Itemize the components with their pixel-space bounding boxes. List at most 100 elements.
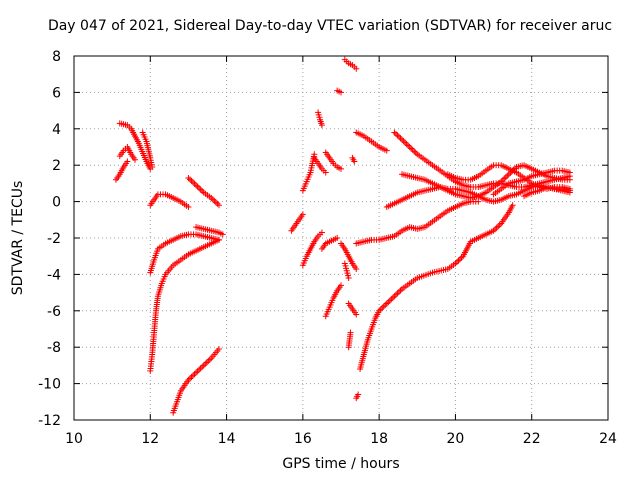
y-tick-label: -8 xyxy=(47,340,61,356)
data-point xyxy=(215,346,222,353)
data-point xyxy=(496,221,503,228)
data-point xyxy=(566,187,573,194)
data-point xyxy=(399,136,406,143)
data-point xyxy=(566,176,573,183)
plot-frame xyxy=(73,55,609,421)
x-tick-label: 14 xyxy=(218,431,236,447)
data-point xyxy=(386,297,393,304)
x-tick-label: 18 xyxy=(370,431,388,447)
data-markers xyxy=(112,56,573,416)
data-point xyxy=(197,365,204,372)
y-tick-label: -4 xyxy=(47,267,61,283)
data-point xyxy=(408,145,415,152)
data-point xyxy=(185,174,192,181)
data-point xyxy=(186,375,193,382)
data-point xyxy=(397,135,404,142)
data-point xyxy=(194,183,201,190)
chart-title: Day 047 of 2021, Sidereal Day-to-day VTE… xyxy=(47,18,613,34)
data-point xyxy=(347,329,354,336)
y-tick-label: 6 xyxy=(52,85,61,101)
data-point xyxy=(219,231,226,238)
x-tick-label: 16 xyxy=(294,431,312,447)
data-point xyxy=(402,139,409,146)
data-point xyxy=(322,169,329,176)
data-point xyxy=(212,199,219,206)
data-point xyxy=(353,265,360,272)
data-point xyxy=(299,211,306,218)
data-point xyxy=(392,130,399,137)
data-point xyxy=(190,372,197,379)
data-point xyxy=(566,169,573,176)
data-point xyxy=(338,165,344,172)
data-point xyxy=(394,290,401,297)
data-point xyxy=(149,164,156,171)
data-point xyxy=(215,236,222,243)
data-point xyxy=(345,275,352,282)
data-point xyxy=(394,132,401,139)
data-point xyxy=(383,300,390,307)
y-tick-label: 0 xyxy=(52,195,61,211)
data-point xyxy=(509,202,516,209)
data-point xyxy=(411,148,418,155)
data-point xyxy=(501,175,508,182)
x-tick-label: 12 xyxy=(141,431,159,447)
y-tick-label: 2 xyxy=(52,158,61,174)
data-point xyxy=(493,224,500,231)
data-point xyxy=(188,177,195,184)
data-point xyxy=(318,229,325,236)
data-point xyxy=(318,122,325,129)
data-point xyxy=(391,129,398,136)
data-point xyxy=(200,362,207,369)
data-point xyxy=(334,235,341,241)
data-point xyxy=(193,182,200,189)
x-tick-label: 24 xyxy=(599,431,617,447)
data-point xyxy=(191,180,198,187)
data-point xyxy=(395,133,402,140)
data-point xyxy=(353,311,360,318)
data-point xyxy=(412,149,419,156)
data-point xyxy=(191,371,198,378)
data-point xyxy=(215,202,222,209)
data-point xyxy=(388,296,395,303)
data-point xyxy=(353,65,360,72)
data-point xyxy=(382,301,389,308)
data-point xyxy=(203,359,210,366)
data-point xyxy=(206,356,213,363)
y-tick-label: 4 xyxy=(52,122,61,138)
data-point xyxy=(199,363,206,370)
data-point xyxy=(186,176,193,183)
data-point xyxy=(199,188,206,195)
x-tick-label: 10 xyxy=(65,431,83,447)
data-point xyxy=(504,172,511,179)
data-point xyxy=(383,147,390,154)
data-point xyxy=(202,360,209,367)
data-point xyxy=(197,186,204,193)
data-point xyxy=(495,223,502,230)
data-point xyxy=(351,158,358,165)
data-point xyxy=(389,294,396,301)
data-point xyxy=(211,197,218,204)
x-tick-label: 20 xyxy=(447,431,465,447)
data-point xyxy=(338,89,344,96)
data-point xyxy=(403,141,410,148)
data-point xyxy=(185,204,192,211)
data-point xyxy=(502,174,509,181)
data-point xyxy=(391,293,398,300)
data-point xyxy=(455,257,462,264)
data-point xyxy=(188,374,195,381)
data-point xyxy=(355,391,362,398)
data-point xyxy=(453,259,460,266)
y-tick-label: -2 xyxy=(47,231,61,247)
data-point xyxy=(380,303,387,310)
data-point xyxy=(338,282,344,289)
data-point xyxy=(205,358,212,365)
data-point xyxy=(193,369,200,376)
data-point xyxy=(196,185,203,192)
x-axis-label: GPS time / hours xyxy=(282,456,400,472)
data-point xyxy=(397,287,404,294)
data-point xyxy=(406,144,413,150)
data-point xyxy=(190,179,197,186)
data-point xyxy=(395,288,402,295)
data-point xyxy=(385,299,392,306)
